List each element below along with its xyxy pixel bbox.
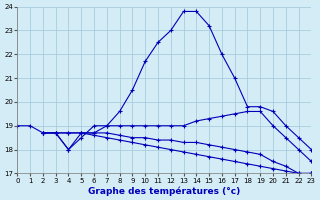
- X-axis label: Graphe des températures (°c): Graphe des températures (°c): [88, 186, 241, 196]
